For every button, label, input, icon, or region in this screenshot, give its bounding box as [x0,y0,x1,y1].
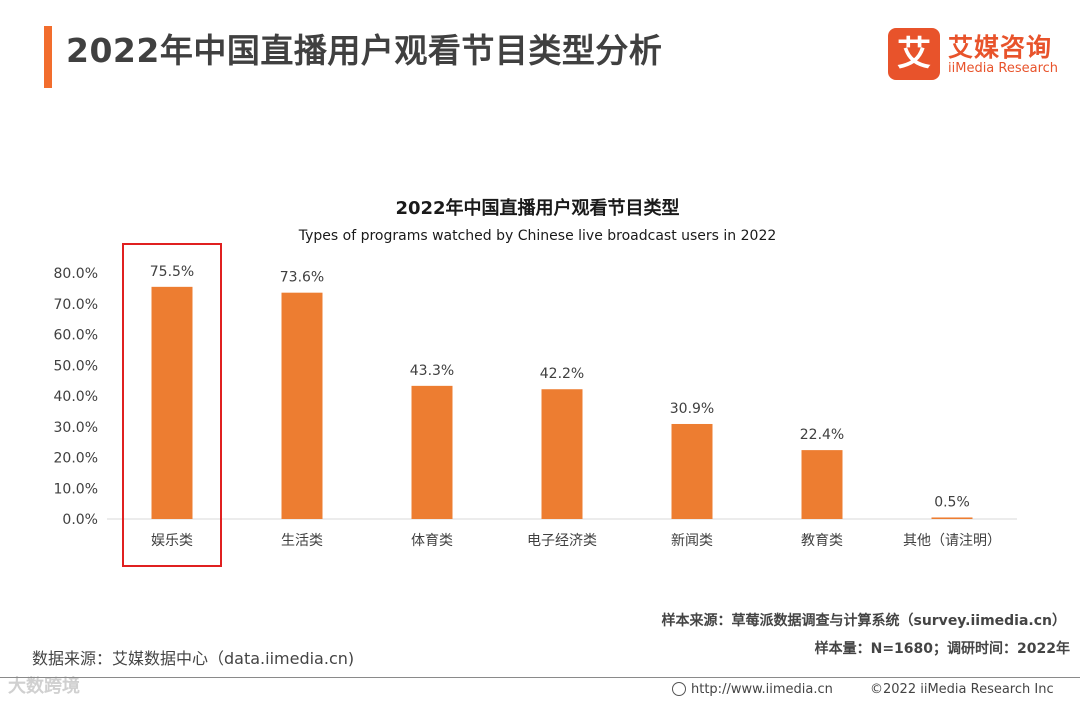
x-tick-label: 生活类 [281,533,323,549]
data-label: 75.5% [150,264,194,280]
footer-divider [0,677,1080,678]
data-label: 0.5% [934,494,970,510]
x-tick-label: 新闻类 [671,533,713,549]
watermark: 大数跨境 [8,676,80,697]
data-label: 22.4% [800,427,844,443]
y-tick-label: 0.0% [62,512,98,528]
bar [671,423,713,519]
data-label: 30.9% [670,401,714,417]
data-label: 43.3% [410,363,454,379]
x-tick-label: 娱乐类 [151,533,193,549]
x-tick-label: 电子经济类 [527,533,597,549]
footer-url-text[interactable]: http://www.iimedia.cn [691,682,833,697]
sample-size-note: 样本量：N=1680；调研时间：2022年 [814,641,1070,657]
bar [411,385,453,519]
data-label: 73.6% [280,270,324,286]
bar [151,286,193,519]
y-tick-label: 70.0% [54,297,98,313]
x-tick-label: 教育类 [801,533,843,549]
logo-name-cn: 艾媒咨询 [948,33,1053,62]
y-tick-label: 30.0% [54,420,98,436]
x-tick-label: 体育类 [411,533,453,549]
y-tick-label: 10.0% [54,481,98,497]
logo-icon: 艾 [888,28,940,80]
y-tick-label: 20.0% [54,451,98,467]
sample-source-note: 样本来源：草莓派数据调查与计算系统（survey.iimedia.cn） [661,613,1066,629]
bar [801,450,843,519]
footer-copyright: ©2022 iiMedia Research Inc [870,682,1054,697]
footer-url[interactable]: http://www.iimedia.cn [672,682,833,697]
chart-subtitle: Types of programs watched by Chinese liv… [298,228,777,244]
y-tick-label: 50.0% [54,358,98,374]
bar [931,517,973,519]
brand-logo: 艾 艾媒咨询 iiMedia Research [888,28,1068,84]
data-label: 42.2% [540,366,584,382]
data-source-note: 数据来源：艾媒数据中心（data.iimedia.cn) [32,649,355,668]
page-title: 2022年中国直播用户观看节目类型分析 [66,31,663,70]
logo-name-en: iiMedia Research [948,61,1059,76]
chart-title: 2022年中国直播用户观看节目类型 [395,198,680,219]
globe-icon [672,682,686,696]
x-tick-label: 其他（请注明） [903,533,1001,549]
y-tick-label: 60.0% [54,328,98,344]
y-tick-label: 80.0% [54,266,98,282]
title-accent-bar [44,26,52,88]
bar [281,292,323,519]
highlight-box [122,243,222,567]
bar [541,389,583,519]
y-tick-label: 40.0% [54,389,98,405]
